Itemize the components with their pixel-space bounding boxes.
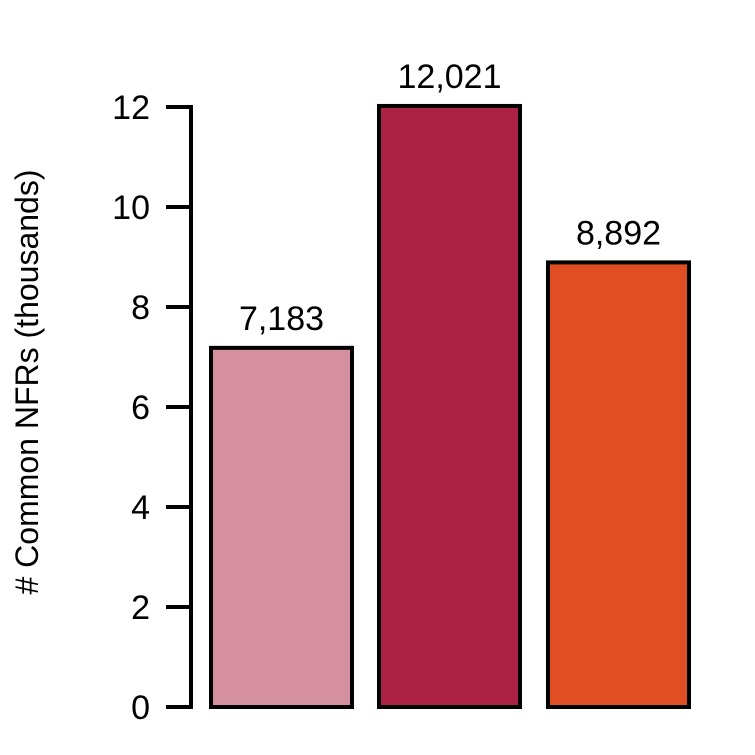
bar-value-label: 12,021: [398, 58, 502, 96]
y-tick-label: 4: [131, 489, 150, 527]
bar: [377, 103, 522, 709]
y-tick-label: 8: [131, 289, 150, 327]
y-axis: 0 2 4 6 8 10 12: [112, 89, 193, 727]
bar: [209, 345, 354, 709]
y-tick-label: 10: [112, 189, 150, 227]
y-tick-label: 2: [131, 589, 150, 627]
bar: [546, 260, 691, 709]
y-tick-label: 12: [112, 89, 150, 127]
data-labels: 7,183 12,021 8,892: [239, 58, 661, 338]
bars: [209, 103, 691, 709]
y-axis-title: # Common NFRs (thousands): [9, 169, 45, 594]
bar-value-label: 8,892: [576, 214, 661, 252]
bar-value-label: 7,183: [239, 300, 324, 338]
y-tick-label: 0: [131, 689, 150, 727]
y-tick-label: 6: [131, 389, 150, 427]
